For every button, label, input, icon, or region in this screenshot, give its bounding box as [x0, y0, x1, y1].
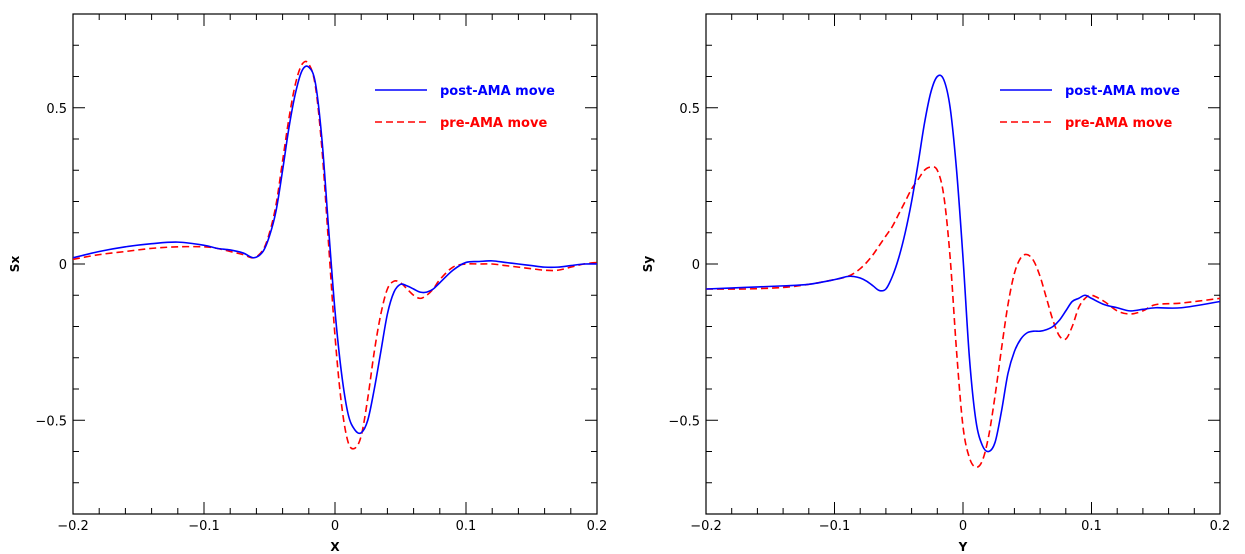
sy-y-axis-label: Sy	[641, 256, 655, 273]
sx-legend-label-pre-ama: pre-AMA move	[440, 116, 547, 131]
sy-series-pre-ama-line	[706, 166, 1220, 469]
sy-y-tick-label: 0.5	[679, 102, 700, 117]
sx-x-tick-label: 0.1	[456, 519, 477, 534]
sy-y-tick-label: 0	[692, 258, 700, 273]
sy-x-tick-label: −0.2	[690, 519, 722, 534]
sy-x-tick-label: −0.1	[819, 519, 851, 534]
sy-legend-label-post-ama: post-AMA move	[1065, 84, 1180, 99]
sx-x-tick-label: 0.2	[587, 519, 608, 534]
sy-x-axis-label: Y	[958, 540, 968, 554]
sy-legend-label-pre-ama: pre-AMA move	[1065, 116, 1172, 131]
sy-x-tick-label: 0	[959, 519, 967, 534]
sx-x-tick-label: −0.2	[57, 519, 89, 534]
chart-panel-sx: −0.2 −0.1 0 0.1 0.2 −0.5 0 0.5 X Sx post-AMA move p…	[8, 13, 608, 554]
sy-x-tick-label: 0.2	[1210, 519, 1231, 534]
chart-panel-sy: −0.2 −0.1 0 0.1 0.2 −0.5 0 0.5 Y Sy post-AMA move p…	[641, 13, 1231, 554]
sx-legend-label-post-ama: post-AMA move	[440, 84, 555, 99]
sx-x-tick-label: 0	[331, 519, 339, 534]
sx-x-axis-label: X	[330, 540, 340, 554]
sy-x-tick-label: 0.1	[1081, 519, 1102, 534]
sy-y-tick-label: −0.5	[668, 414, 700, 429]
sx-x-tick-label: −0.1	[188, 519, 220, 534]
sx-y-tick-label: −0.5	[35, 414, 67, 429]
sx-series-pre-ama-line	[73, 60, 597, 450]
sx-series-post-ama-line	[73, 65, 597, 435]
sx-y-tick-label: 0.5	[46, 102, 67, 117]
sx-y-axis-label: Sx	[8, 256, 22, 273]
sx-y-tick-label: 0	[59, 258, 67, 273]
sy-series-post-ama-line	[706, 74, 1220, 453]
